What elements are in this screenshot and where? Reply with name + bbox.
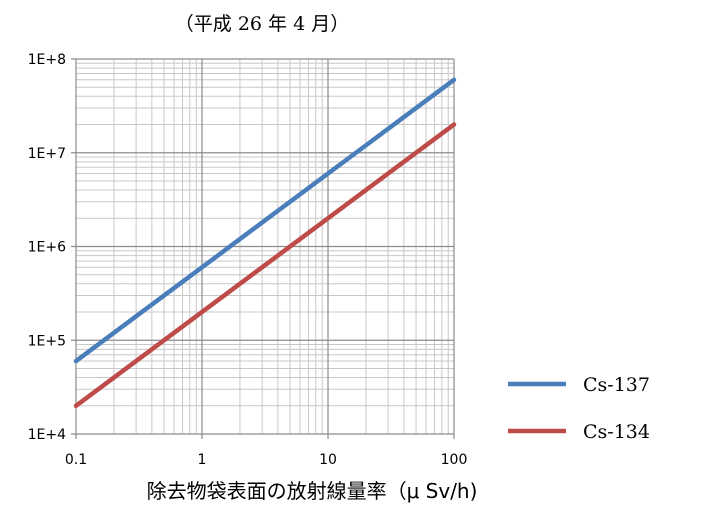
y-tick-label: 1E+5	[28, 333, 66, 349]
series-line-cs-134	[73, 122, 457, 409]
x-tick-label: 0.1	[65, 452, 87, 468]
x-tick-label: 10	[319, 452, 337, 468]
y-tick-label: 1E+7	[28, 146, 66, 162]
y-tick-label: 1E+4	[28, 427, 66, 443]
legend: Cs-137 Cs-134	[508, 374, 650, 443]
y-tick-label: 1E+8	[28, 52, 66, 68]
x-tick-label: 100	[441, 452, 468, 468]
legend-label-cs-134: Cs-134	[583, 421, 650, 443]
series-lines	[73, 77, 457, 409]
chart-title: （平成 26 年 4 月）	[175, 13, 349, 35]
legend-label-cs-137: Cs-137	[583, 374, 650, 396]
series-line-cs-137	[73, 77, 457, 364]
grid	[71, 58, 455, 439]
x-tick-label: 1	[198, 452, 207, 468]
y-tick-label: 1E+6	[28, 240, 66, 256]
x-axis-label: 除去物袋表面の放射線量率（μ Sv/h)	[147, 479, 478, 503]
tick-labels: 0.1 1 10 100 1E+4 1E+5 1E+6 1E+7 1E+8	[28, 52, 468, 468]
